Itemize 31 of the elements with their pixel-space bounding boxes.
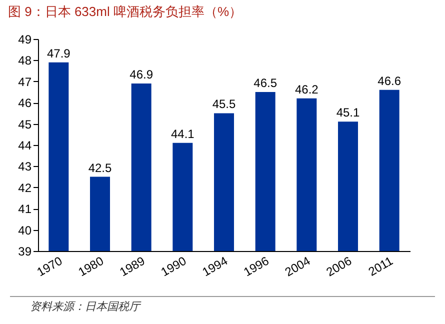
y-tick-label: 41 [18, 202, 32, 216]
data-label: 45.5 [212, 97, 236, 112]
y-tick-label: 47 [18, 74, 32, 89]
y-tick-label: 48 [18, 54, 32, 68]
y-tick-label: 39 [18, 244, 32, 258]
x-tick-label: 1970 [34, 254, 65, 280]
y-tick-label: 46 [18, 96, 32, 110]
x-tick-label: 2006 [324, 254, 354, 280]
x-tick-label: 1996 [241, 254, 272, 280]
x-tick-label: 1980 [76, 254, 106, 280]
x-tick-label: 1989 [117, 254, 148, 280]
y-tick-label: 44 [18, 138, 32, 152]
y-tick-label: 43 [18, 160, 32, 174]
y-tick-label: 42 [18, 180, 32, 195]
y-tick-label: 49 [18, 32, 32, 46]
x-tick-label: 1994 [200, 254, 230, 280]
data-label: 47.9 [46, 46, 71, 60]
text: 资料来源：日本国税厅 [10, 296, 435, 314]
data-label: 46.2 [294, 82, 319, 96]
chart-title: 图 9：日本 633ml 啤酒税务负担率（%） [8, 4, 242, 19]
x-tick-label: 1990 [158, 254, 189, 280]
data-label: 42.5 [88, 160, 112, 175]
data-label: 44.1 [170, 126, 195, 141]
x-tick-label: 2011 [366, 254, 396, 279]
y-tick-label: 45 [18, 117, 32, 132]
data-label: 45.1 [336, 106, 360, 120]
y-tick-label: 40 [18, 223, 32, 238]
data-label: 46.6 [378, 74, 402, 88]
data-label: 46.9 [130, 68, 154, 82]
x-tick-label: 2004 [282, 254, 313, 280]
data-label: 46.5 [254, 76, 278, 90]
